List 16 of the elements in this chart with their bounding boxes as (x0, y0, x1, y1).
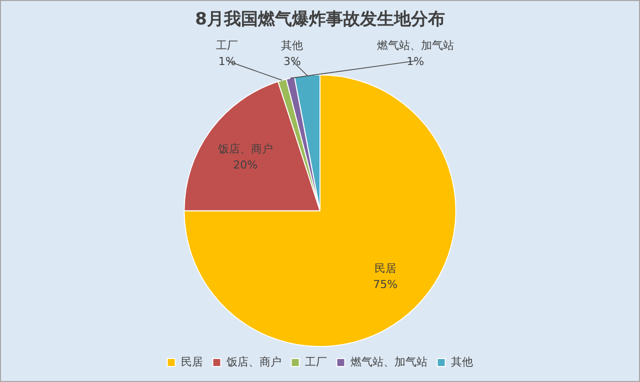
slice-label: 燃气站、加气站 (376, 38, 454, 52)
chart-title: 8月我国燃气爆炸事故发生地分布 (195, 10, 445, 30)
data-label: 75% (373, 278, 398, 291)
slice-label: 饭店、商户 (216, 142, 273, 156)
legend-label: 饭店、商户 (225, 355, 282, 368)
data-label: 1% (406, 54, 424, 68)
slice-label: 其他 (281, 38, 304, 52)
legend-label: 工厂 (304, 355, 327, 368)
legend-label: 燃气站、加气站 (350, 355, 428, 368)
legend-label: 民居 (180, 355, 203, 368)
data-label: 3% (283, 54, 301, 68)
data-label: 1% (218, 54, 236, 68)
data-label: 20% (233, 158, 258, 172)
legend-label: 其他 (450, 355, 473, 368)
slice-label: 民居 (374, 262, 396, 275)
slice-label: 工厂 (216, 38, 238, 52)
